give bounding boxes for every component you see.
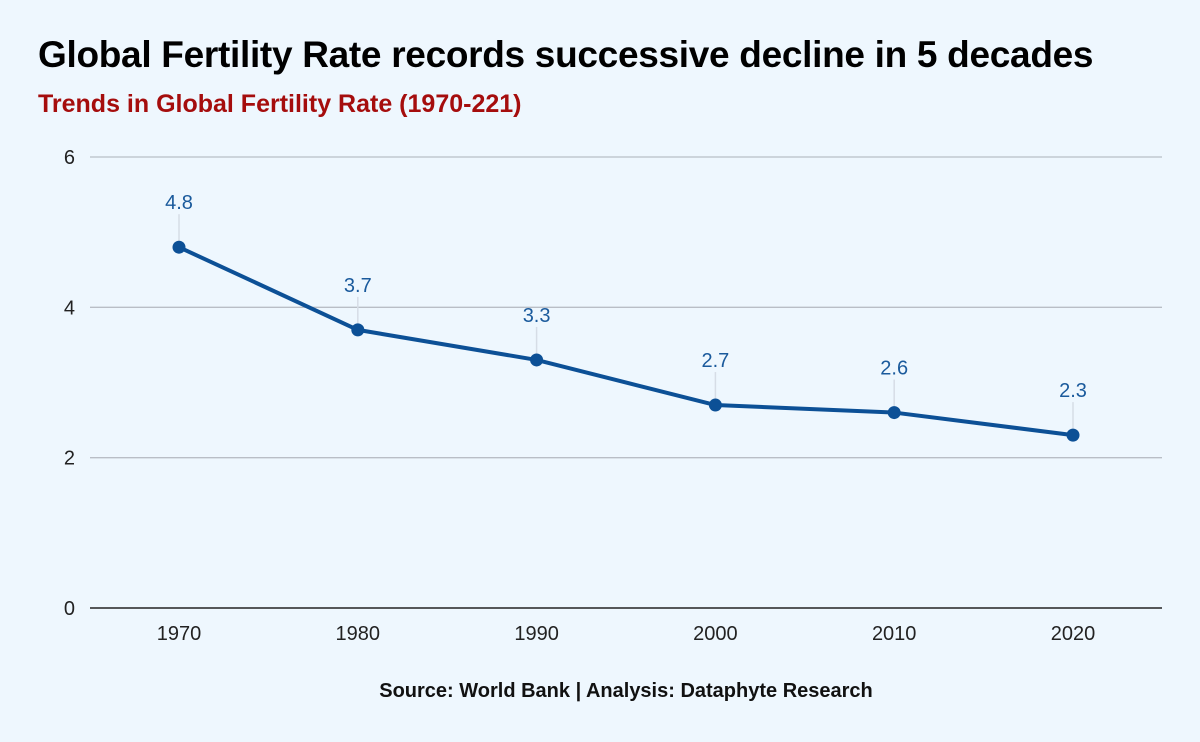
x-tick-label: 1990 bbox=[514, 623, 559, 645]
source-note: Source: World Bank | Analysis: Dataphyte… bbox=[379, 680, 873, 702]
x-tick-label: 1970 bbox=[157, 623, 202, 645]
data-label: 2.3 bbox=[1059, 380, 1087, 402]
x-tick-label: 2000 bbox=[693, 623, 738, 645]
data-point bbox=[1066, 428, 1080, 442]
x-tick-label: 1980 bbox=[336, 623, 381, 645]
data-label: 2.7 bbox=[701, 350, 729, 372]
data-point bbox=[351, 323, 365, 337]
data-label: 3.7 bbox=[344, 275, 372, 297]
data-point bbox=[708, 398, 722, 412]
x-tick-label: 2020 bbox=[1051, 623, 1096, 645]
chart-subtitle: Trends in Global Fertility Rate (1970-22… bbox=[38, 90, 522, 118]
data-label: 4.8 bbox=[165, 192, 193, 214]
data-label: 3.3 bbox=[523, 305, 551, 327]
series-line bbox=[178, 245, 1074, 438]
y-tick-label: 2 bbox=[64, 448, 75, 470]
data-point bbox=[887, 406, 901, 420]
x-tick-label: 2010 bbox=[872, 623, 917, 645]
y-tick-label: 0 bbox=[64, 598, 75, 620]
y-tick-label: 4 bbox=[64, 297, 75, 319]
data-point bbox=[172, 240, 186, 254]
data-label: 2.6 bbox=[880, 358, 908, 380]
y-tick-label: 6 bbox=[64, 147, 75, 169]
data-point bbox=[530, 353, 544, 367]
chart-title: Global Fertility Rate records successive… bbox=[38, 34, 1094, 75]
